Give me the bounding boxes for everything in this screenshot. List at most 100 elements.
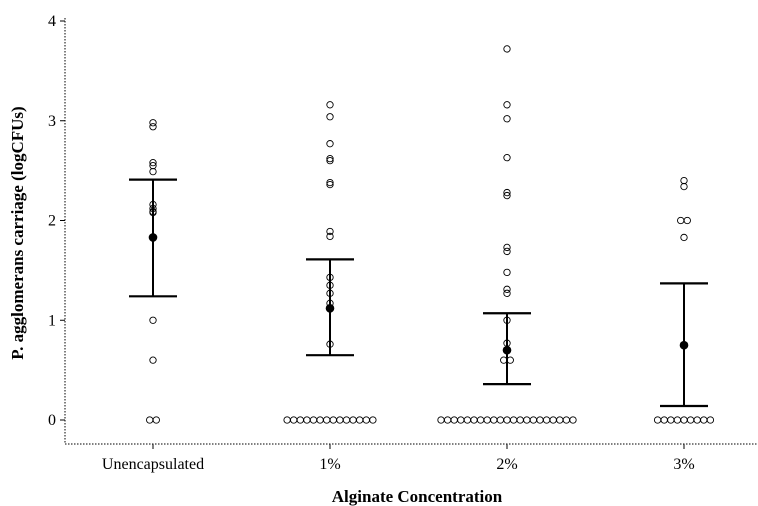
data-point xyxy=(437,416,445,424)
data-point xyxy=(673,416,682,424)
data-point xyxy=(369,416,377,424)
data-point xyxy=(149,123,157,131)
data-point xyxy=(336,416,344,424)
mean-marker xyxy=(325,303,335,313)
data-point xyxy=(152,416,160,424)
data-point xyxy=(503,289,511,297)
data-point xyxy=(503,247,511,256)
category-group xyxy=(129,119,177,424)
x-tick-label: 2% xyxy=(496,456,517,473)
y-tick-label: 2 xyxy=(48,213,56,230)
data-point xyxy=(509,416,518,424)
data-point xyxy=(149,119,157,127)
data-point xyxy=(516,416,524,424)
mean-marker xyxy=(148,233,158,242)
data-point xyxy=(503,101,511,109)
data-point xyxy=(326,155,334,163)
data-point xyxy=(349,416,357,424)
data-point xyxy=(542,416,551,424)
data-point xyxy=(500,356,508,364)
tick-layer: 0 1 2 3 4 Unencapsulated 1% 2% 3% xyxy=(48,13,695,473)
data-point xyxy=(283,416,291,424)
data-point xyxy=(342,416,351,424)
plot-area xyxy=(129,45,715,424)
data-point xyxy=(680,182,688,191)
data-point xyxy=(316,416,324,424)
data-point xyxy=(463,416,472,424)
data-point xyxy=(683,216,691,225)
y-tick-label: 4 xyxy=(48,13,56,30)
data-point xyxy=(326,178,334,187)
data-point xyxy=(470,416,478,424)
data-point xyxy=(686,416,695,424)
data-point xyxy=(303,416,311,424)
y-tick-label: 3 xyxy=(48,113,56,130)
data-point xyxy=(146,416,154,424)
data-point xyxy=(329,416,337,424)
data-point xyxy=(536,416,544,424)
x-axis-title: Alginate Concentration xyxy=(332,487,503,506)
y-axis-title: P. agglomerans carriage (logCFUs) xyxy=(8,106,27,359)
data-point xyxy=(326,180,334,189)
data-point xyxy=(503,45,511,53)
data-point xyxy=(700,416,708,424)
data-point xyxy=(149,167,157,176)
x-tick-label: 3% xyxy=(673,456,694,473)
data-point xyxy=(706,416,715,424)
data-point xyxy=(149,356,157,364)
data-point xyxy=(503,243,511,252)
data-point xyxy=(326,156,334,165)
data-point xyxy=(503,154,511,162)
data-point xyxy=(503,115,511,123)
data-point xyxy=(523,416,531,424)
data-point xyxy=(503,188,511,197)
data-point xyxy=(326,227,334,236)
data-point xyxy=(309,416,318,424)
data-point xyxy=(653,416,662,424)
data-point xyxy=(296,416,304,424)
axes xyxy=(64,18,757,445)
data-point xyxy=(149,316,157,324)
data-point xyxy=(323,416,331,424)
data-point xyxy=(326,101,334,109)
data-point xyxy=(503,416,511,424)
mean-marker xyxy=(679,340,689,350)
data-point xyxy=(450,416,458,424)
data-point xyxy=(290,416,298,424)
data-point xyxy=(457,416,465,424)
data-point xyxy=(149,158,157,167)
data-point xyxy=(549,416,557,424)
data-point xyxy=(483,416,491,424)
category-group xyxy=(437,45,577,424)
data-point xyxy=(443,416,452,424)
category-group xyxy=(653,176,715,424)
data-point xyxy=(326,140,334,148)
data-point xyxy=(680,176,688,185)
data-point xyxy=(506,356,514,364)
x-tick-label: Unencapsulated xyxy=(102,456,204,473)
data-point xyxy=(556,416,564,424)
data-point xyxy=(529,416,538,424)
mean-marker xyxy=(502,345,512,355)
data-point xyxy=(667,416,675,424)
data-point xyxy=(660,416,668,424)
data-point xyxy=(496,416,505,424)
data-point xyxy=(490,416,498,424)
category-group xyxy=(283,101,377,424)
data-point xyxy=(503,285,511,293)
data-point xyxy=(362,416,370,424)
data-point xyxy=(562,416,571,424)
data-point xyxy=(680,416,688,424)
y-tick-label: 1 xyxy=(48,312,56,329)
data-point xyxy=(326,232,334,241)
data-point xyxy=(693,416,701,424)
y-tick-label: 0 xyxy=(48,412,56,429)
data-point xyxy=(476,416,485,424)
data-point xyxy=(326,113,334,121)
data-point xyxy=(680,233,688,242)
data-point xyxy=(503,268,511,277)
data-point xyxy=(677,216,685,225)
data-point xyxy=(569,416,577,424)
data-point xyxy=(503,191,511,200)
